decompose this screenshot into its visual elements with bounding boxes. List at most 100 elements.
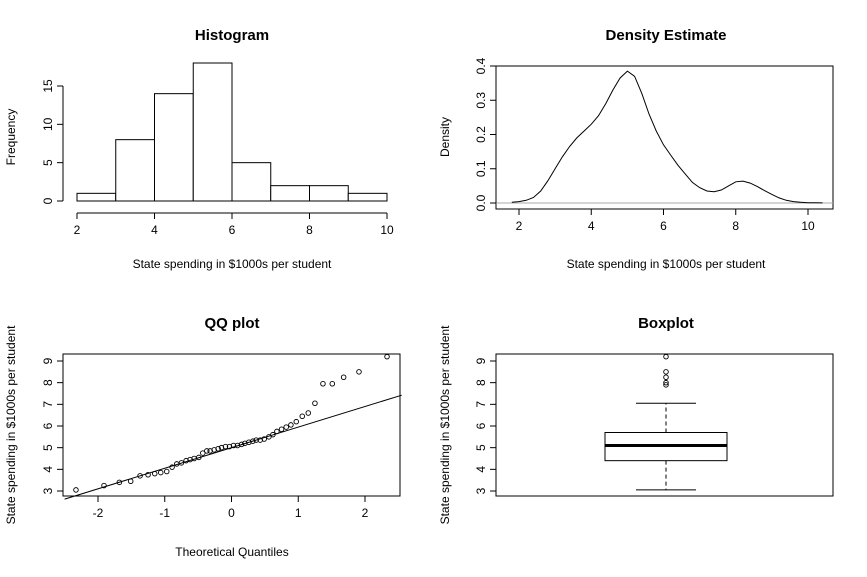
density-x-axis: 2 4 6 8 10 [516,208,815,233]
qq-y-axis-tick-label: 4 [41,466,55,473]
density-x-axis-tick-label: 6 [660,219,667,233]
qq-point [204,448,210,454]
density-title: Density Estimate [606,27,727,44]
histogram-bar [270,185,310,202]
histogram-x-axis-tick-label: 4 [151,223,158,237]
qq-point [270,431,276,438]
density-y-axis-tick-label: 0.4 [474,57,488,74]
qq-point [178,460,185,466]
qq-point [312,400,318,407]
qq-point [230,442,237,449]
boxplot-y-axis-tick-label: 5 [474,444,488,451]
boxplot-elements [604,353,728,491]
qq-point [278,426,285,433]
boxplot-panel: Boxplot 3 4 5 6 7 8 9 State spending in $1000s… [438,315,834,524]
histogram-bar [115,139,155,202]
qq-point [200,450,206,456]
qq-point [320,381,326,387]
boxplot-y-axis-tick-label: 7 [474,401,488,408]
histogram-y-axis: 0 5 10 15 [41,79,64,204]
qq-point [340,374,347,381]
qq-x-axis: -2 -1 0 1 2 [93,495,369,520]
histogram-bars [76,62,388,202]
density-x-axis-tick-label: 2 [516,219,523,233]
qq-point [127,478,134,485]
histogram-x-axis: 2 4 6 8 10 [74,212,394,237]
qq-point [145,472,151,478]
boxplot-outlier [663,382,669,388]
density-panel: Density Estimate 2 4 6 8 10 0.00.10.20.30.4 … [438,27,834,271]
boxplot-y-axis-tick-label: 9 [474,357,488,364]
qq-y-axis-tick-label: 3 [41,487,55,494]
histogram-bar [154,93,194,202]
boxplot-y-axis-tick-label: 3 [474,487,488,494]
qq-y-axis: 3 4 5 6 7 8 9 [41,357,64,494]
histogram-y-axis-tick-label: 10 [41,117,55,131]
density-y-axis-tick-label: 0.3 [474,92,488,109]
qq-point [305,410,312,416]
boxplot-outlier [663,369,669,375]
qq-x-axis-tick-label: -1 [159,506,170,520]
histogram-bar [231,162,272,202]
qq-point [253,437,259,443]
qq-point [215,446,221,452]
boxplot-outlier [663,379,669,386]
histogram-panel: Histogram 2 4 6 8 10 0 5 10 15 State spending i… [4,27,394,271]
histogram-bar [309,185,349,202]
density-y-axis-tick-label: 0.2 [474,126,488,143]
qq-y-label: State spending in $1000s per student [4,325,18,524]
qq-y-axis-tick-label: 6 [41,422,55,429]
histogram-bar [192,62,233,202]
qq-point [151,470,158,477]
qq-panel: QQ plot -2 -1 0 1 2 3 4 5 6 7 8 9 Theoretical Quan… [4,315,402,559]
boxplot-y-axis-tick-label: 8 [474,379,488,386]
qq-title: QQ plot [205,315,260,332]
boxplot-outlier [663,374,669,381]
qq-point [261,436,267,442]
qq-point [356,369,362,375]
density-curve [511,70,823,204]
qq-point [293,418,299,425]
qq-point [250,438,256,444]
qq-y-axis-tick-label: 9 [41,357,55,364]
density-x-axis-tick-label: 8 [732,219,739,233]
boxplot-y-label: State spending in $1000s per student [438,325,452,524]
boxplot-title: Boxplot [638,315,694,332]
density-y-axis-tick-label: 0.0 [474,194,488,211]
density-x-label: State spending in $1000s per student [567,257,766,271]
boxplot-outlier [663,353,669,360]
qq-point [157,469,164,476]
qq-point [137,473,143,479]
histogram-bar [76,192,117,202]
density-plot-box [495,65,834,210]
density-y-label: Density [438,117,452,157]
histogram-x-axis-tick-label: 6 [229,223,236,237]
qq-point [116,479,123,486]
qq-point [329,381,336,387]
histogram-title: Histogram [195,27,269,44]
histogram-x-axis-tick-label: 10 [380,223,394,237]
qq-point [299,413,306,420]
qq-x-axis-tick-label: 0 [228,506,235,520]
qq-point [283,424,289,430]
boxplot-y-axis-tick-label: 6 [474,422,488,429]
qq-y-axis-tick-label: 8 [41,379,55,386]
qq-x-axis-tick-label: 1 [295,506,302,520]
density-y-axis-tick-label: 0.1 [474,160,488,177]
qq-y-axis-tick-label: 7 [41,401,55,408]
qq-point [196,454,202,461]
boxplot-y-axis: 3 4 5 6 7 8 9 [474,357,497,494]
histogram-y-axis-tick-label: 0 [41,197,55,204]
qq-point [164,468,170,475]
qq-point [266,434,272,440]
qq-x-label: Theoretical Quantiles [175,545,288,559]
qq-point [274,428,280,435]
qq-point [238,441,245,448]
histogram-y-axis-tick-label: 15 [41,79,55,93]
qq-point [73,487,79,493]
qq-point [288,422,294,428]
histogram-x-axis-tick-label: 8 [306,223,313,237]
boxplot-y-axis-tick-label: 4 [474,466,488,473]
qq-y-axis-tick-label: 5 [41,444,55,451]
histogram-x-label: State spending in $1000s per student [133,257,332,271]
